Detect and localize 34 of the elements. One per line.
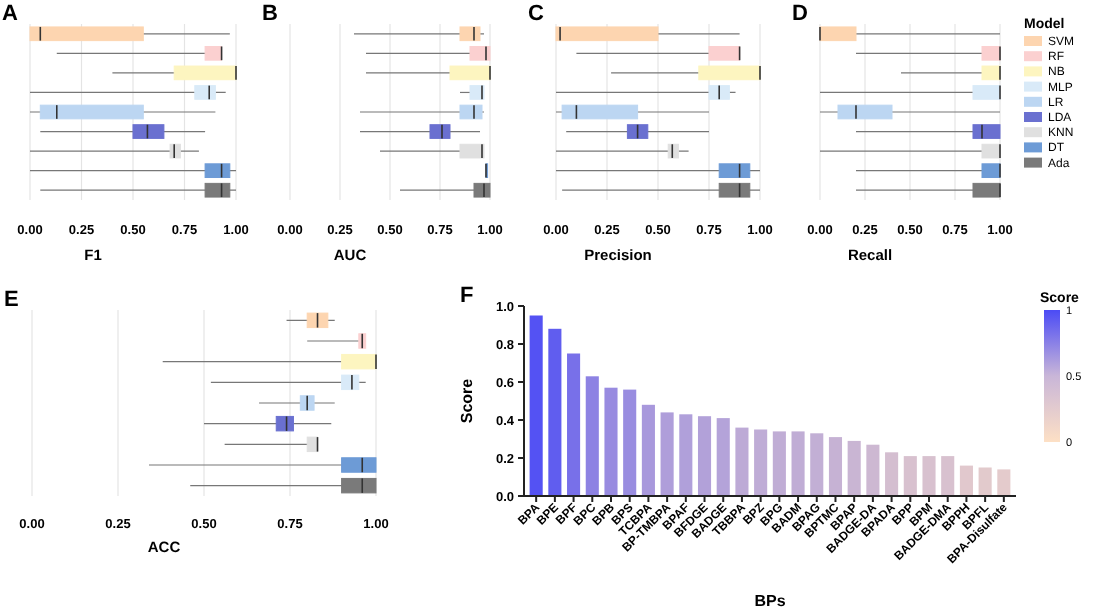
bar xyxy=(660,412,674,496)
bar xyxy=(959,465,973,496)
bar xyxy=(903,456,917,496)
chart-title: C xyxy=(528,2,544,26)
bar xyxy=(567,353,581,496)
bar xyxy=(885,452,899,496)
bar xyxy=(922,456,936,496)
bar xyxy=(997,469,1011,496)
bar xyxy=(735,427,749,496)
bar xyxy=(716,418,730,496)
bar xyxy=(828,437,843,496)
bar xyxy=(754,429,768,496)
bar xyxy=(623,389,637,496)
bar xyxy=(604,387,618,496)
bar xyxy=(847,440,861,496)
bar xyxy=(772,431,786,496)
bar xyxy=(585,376,599,496)
bar xyxy=(548,328,562,496)
bar xyxy=(866,444,880,496)
x-axis-title: BPs xyxy=(754,592,787,610)
y-axis-title: Score xyxy=(458,377,476,424)
bar xyxy=(641,404,655,496)
bar xyxy=(697,416,712,496)
bar xyxy=(978,467,992,496)
chart-title: D xyxy=(792,2,808,26)
bar xyxy=(679,414,693,496)
chart-title: E xyxy=(4,288,19,312)
bar xyxy=(791,431,805,496)
chart-title: B xyxy=(262,2,278,26)
bar xyxy=(810,433,824,496)
chart-title: A xyxy=(2,2,18,26)
chart-title: F xyxy=(460,284,474,308)
bar xyxy=(941,456,955,496)
bar xyxy=(529,315,543,496)
